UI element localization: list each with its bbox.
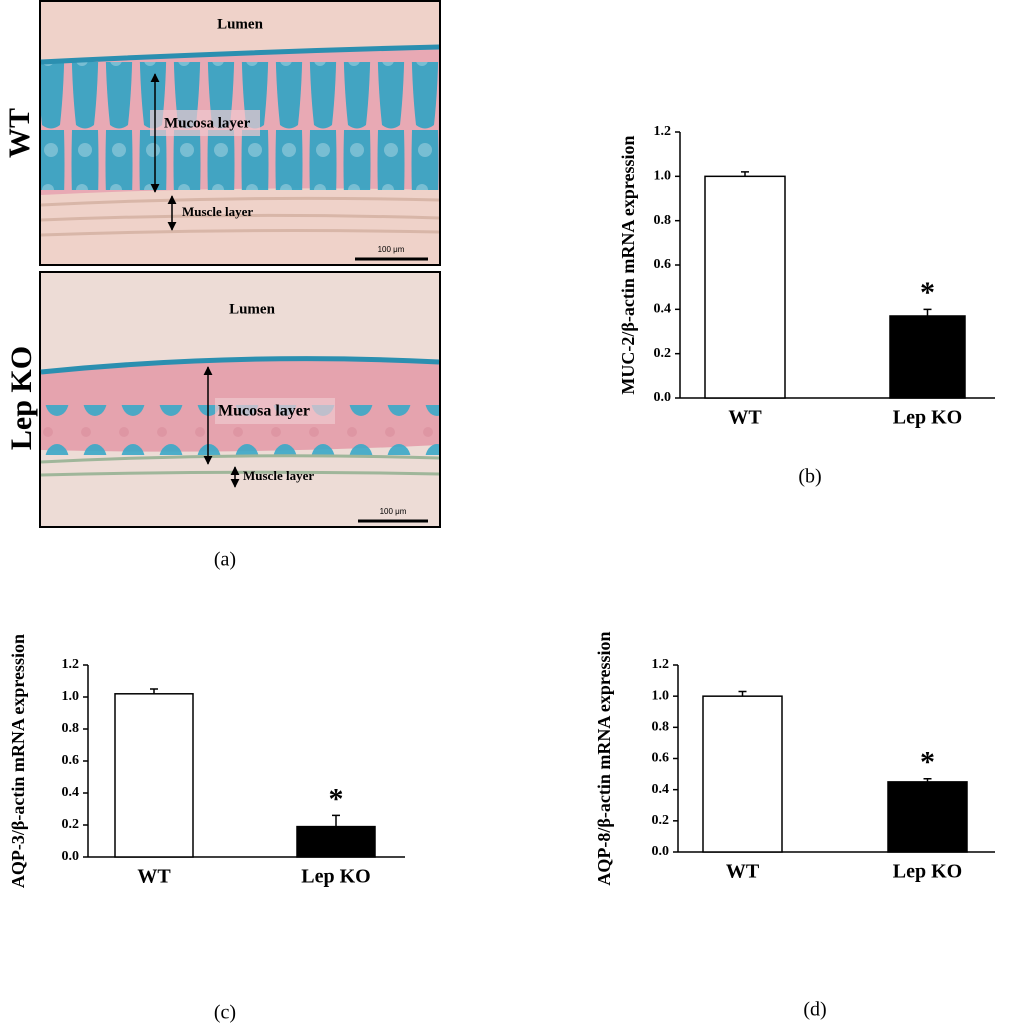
bar: [702, 695, 783, 853]
muscle-label: Muscle layer: [182, 204, 253, 219]
lumen-label: Lumen: [217, 16, 264, 32]
significance-mark: *: [920, 746, 935, 779]
significance-mark: *: [329, 782, 344, 815]
scale-label: 100 μm: [378, 245, 405, 254]
x-tick-label: WT: [137, 866, 171, 888]
y-tick-label: 0.0: [652, 844, 670, 859]
muscle-label: Muscle layer: [243, 468, 314, 483]
row-label: Lep KO: [5, 346, 38, 450]
histology-lep-ko: Lumen Mucosa layer Muscle layer 100 μm L…: [5, 271, 441, 528]
y-tick-label: 0.4: [652, 782, 670, 797]
x-tick-label: Lep KO: [893, 407, 962, 429]
error-bar: [332, 814, 340, 827]
significance-mark: *: [920, 276, 935, 309]
y-tick-label: 1.2: [654, 124, 672, 139]
y-tick-label: 0.6: [654, 257, 672, 272]
y-tick-label: 0.0: [62, 849, 80, 864]
y-tick-label: 0.4: [654, 302, 672, 317]
error-bar: [738, 690, 747, 697]
y-tick-label: 0.2: [62, 817, 80, 832]
panel-caption: (a): [214, 549, 236, 571]
bar: [704, 175, 786, 399]
panel-caption: (b): [798, 466, 821, 488]
y-tick-label: 1.0: [654, 169, 672, 184]
mucosa-label: Mucosa layer: [164, 115, 251, 131]
x-tick-label: Lep KO: [301, 866, 370, 888]
y-tick-label: 1.2: [652, 657, 670, 672]
bar: [296, 825, 376, 858]
error-bar: [923, 308, 932, 316]
bar: [114, 693, 194, 858]
error-bar: [923, 778, 932, 782]
histology-wt: Lumen Mucosa layer Muscle layer 100 μm W…: [3, 0, 441, 266]
bar: [887, 781, 968, 853]
y-axis-label: MUC-2/β-actin mRNA expression: [618, 135, 638, 394]
error-bar: [150, 688, 158, 694]
y-tick-label: 1.0: [652, 688, 670, 703]
y-tick-label: 0.2: [654, 346, 672, 361]
y-tick-label: 0.0: [654, 390, 672, 405]
y-tick-label: 0.8: [654, 213, 672, 228]
y-tick-label: 0.4: [62, 785, 80, 800]
y-tick-label: 0.8: [62, 721, 80, 736]
y-tick-label: 0.6: [652, 751, 670, 766]
panel-caption: (d): [803, 999, 826, 1021]
y-axis-label: AQP-3/β-actin mRNA expression: [8, 634, 28, 888]
mucosa-label: Mucosa layer: [218, 403, 310, 420]
y-tick-label: 0.6: [62, 753, 80, 768]
y-tick-label: 1.0: [62, 689, 80, 704]
y-tick-label: 1.2: [62, 657, 80, 672]
lumen-label: Lumen: [229, 301, 276, 317]
y-axis-label: AQP-8/β-actin mRNA expression: [594, 631, 614, 885]
x-tick-label: WT: [728, 407, 762, 429]
error-bar: [741, 171, 749, 177]
row-label: WT: [3, 108, 36, 158]
y-tick-label: 0.2: [652, 813, 670, 828]
y-tick-label: 0.8: [652, 720, 670, 735]
scale-label: 100 μm: [380, 507, 407, 516]
bar: [889, 315, 966, 399]
x-tick-label: WT: [726, 861, 760, 883]
panel-caption: (c): [214, 1002, 236, 1024]
x-tick-label: Lep KO: [893, 861, 962, 883]
